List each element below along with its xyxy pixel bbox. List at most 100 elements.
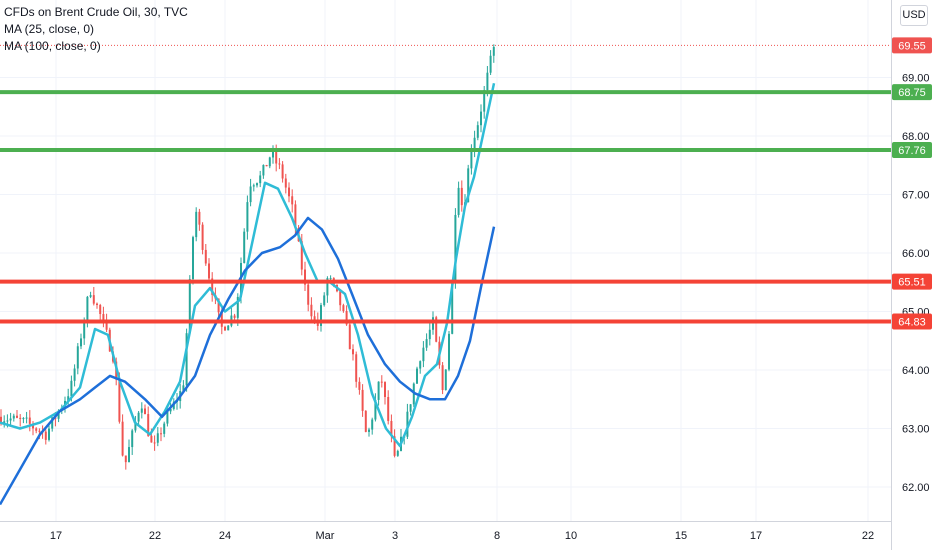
price-level-label: 67.76 xyxy=(898,145,926,157)
price-level-tag xyxy=(892,273,932,290)
candle-body xyxy=(128,447,130,463)
candle xyxy=(246,195,249,240)
candle-body xyxy=(233,315,236,318)
ma100-legend[interactable]: MA (100, close, 0) xyxy=(4,39,101,53)
candle-body xyxy=(89,295,92,297)
candle-body xyxy=(105,319,108,330)
candle-body xyxy=(86,296,89,321)
candle-body xyxy=(92,295,95,304)
candle xyxy=(268,156,271,169)
candle-body xyxy=(19,417,22,419)
candle xyxy=(9,412,12,426)
candle xyxy=(160,427,162,442)
candle-body xyxy=(153,442,156,444)
x-tick-label: 17 xyxy=(750,530,762,542)
candle xyxy=(48,425,50,442)
candle xyxy=(272,145,274,164)
candle-body xyxy=(201,224,204,250)
candle xyxy=(243,228,246,264)
candle-body xyxy=(246,202,249,232)
candle-body xyxy=(435,317,438,342)
price-level-label: 68.75 xyxy=(898,87,926,99)
candle-body xyxy=(329,278,332,280)
candle-body xyxy=(416,368,418,384)
candle-body xyxy=(140,408,143,413)
candle xyxy=(185,328,188,392)
candle xyxy=(368,427,370,437)
candle xyxy=(393,429,396,458)
candle-body xyxy=(384,382,386,398)
horizontal-levels[interactable] xyxy=(0,44,891,324)
candle-body xyxy=(185,333,188,386)
candle xyxy=(137,411,140,427)
candle xyxy=(384,381,386,405)
candle-body xyxy=(492,46,495,56)
candlestick-series xyxy=(0,44,495,470)
candle-body xyxy=(284,178,287,188)
candle xyxy=(227,324,230,331)
candle-body xyxy=(390,420,393,437)
candle-body xyxy=(473,137,476,151)
candle-body xyxy=(28,417,31,424)
candle xyxy=(144,404,146,415)
x-tick-label: 8 xyxy=(494,530,500,542)
candle xyxy=(89,291,92,299)
candle xyxy=(428,321,431,346)
candle xyxy=(457,181,460,218)
candle-body xyxy=(32,423,34,429)
candle xyxy=(358,377,361,395)
candle xyxy=(377,381,380,406)
candle-body xyxy=(236,296,239,318)
y-tick-label: 69.00 xyxy=(902,73,930,85)
candle-body xyxy=(51,417,54,429)
candle-body xyxy=(441,365,444,391)
candle xyxy=(25,411,28,424)
x-tick-label: Mar xyxy=(316,530,335,542)
price-level-label: 65.51 xyxy=(898,277,926,289)
candle-body xyxy=(278,163,281,165)
candle xyxy=(409,404,412,416)
candle xyxy=(131,428,134,455)
candle xyxy=(92,286,95,306)
candle xyxy=(342,303,345,313)
candle xyxy=(476,121,479,141)
price-level-tag xyxy=(892,142,932,159)
candle xyxy=(352,344,354,361)
candle xyxy=(307,282,310,312)
candle-body xyxy=(448,333,450,370)
candle-body xyxy=(483,90,486,112)
ma25-legend[interactable]: MA (25, close, 0) xyxy=(4,22,95,36)
candle-body xyxy=(467,168,470,203)
y-tick-label: 64.00 xyxy=(902,365,930,377)
candle xyxy=(355,351,358,388)
candle xyxy=(188,275,191,335)
candle xyxy=(265,164,268,167)
candle xyxy=(163,421,166,438)
candle-body xyxy=(310,304,313,317)
candle-body xyxy=(457,187,460,215)
candle-body xyxy=(358,381,361,390)
candle xyxy=(198,208,201,231)
candle-body xyxy=(211,278,214,295)
candle-body xyxy=(470,150,473,169)
candle-body xyxy=(102,314,105,320)
currency-button[interactable]: USD xyxy=(900,5,928,26)
candle-body xyxy=(377,381,380,400)
candle-body xyxy=(195,211,198,238)
candle-body xyxy=(3,421,6,424)
candle-body xyxy=(352,349,354,355)
candle-body xyxy=(134,421,137,431)
candle-body xyxy=(291,196,294,205)
candle-body xyxy=(227,325,230,331)
last-price-label: 69.55 xyxy=(898,40,926,52)
candle-body xyxy=(182,385,185,392)
candle-body xyxy=(262,164,265,176)
candle-body xyxy=(428,329,431,340)
candle-body xyxy=(345,311,348,325)
candle-body xyxy=(393,436,396,456)
candle-body xyxy=(476,125,479,138)
candle-body xyxy=(16,415,18,418)
candle-body xyxy=(38,430,41,432)
